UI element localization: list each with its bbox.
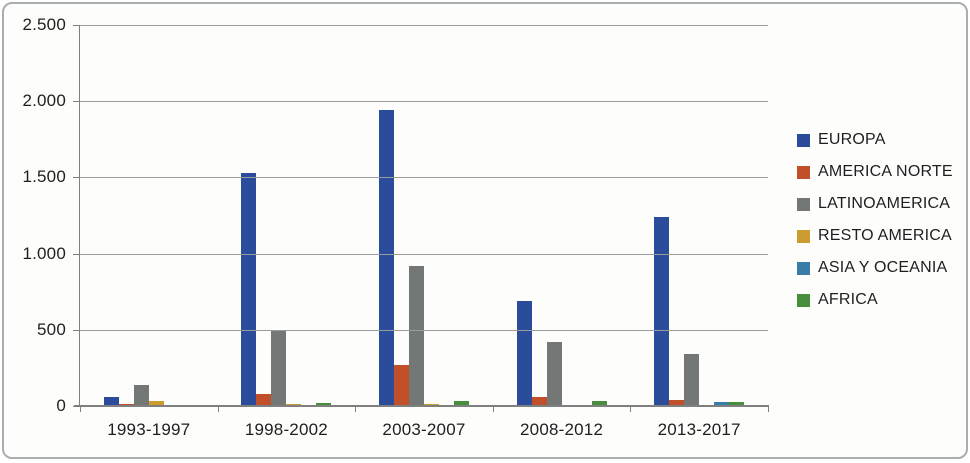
plot-area (73, 25, 769, 412)
gridline-2.000 (80, 101, 768, 103)
y-axis-tick-label: 1.500 (22, 167, 66, 187)
y-axis-tick-label: 2.000 (22, 91, 66, 111)
bar-africa (316, 403, 332, 406)
legend-swatch-icon (797, 165, 810, 179)
bar-america-norte (531, 397, 547, 406)
x-axis-label: 2003-2007 (382, 420, 466, 439)
bar-group-2003-2007 (355, 25, 493, 406)
legend-label: AFRICA (818, 291, 878, 308)
gridline-1.000 (80, 253, 768, 255)
bar-america-norte (393, 365, 409, 406)
bar-group-1998-2002 (218, 25, 356, 406)
bar-asia-y-oceania (714, 402, 730, 406)
bar-latinoamerica (271, 331, 287, 406)
legend-label: RESTO AMERICA (818, 227, 952, 244)
y-axis-tick (73, 253, 79, 255)
y-axis-tick (73, 177, 79, 179)
bar-africa (591, 401, 607, 406)
bar-latinoamerica (408, 266, 424, 406)
bar-america-norte (256, 394, 272, 406)
bar-group-2013-2017 (630, 25, 768, 406)
x-axis-label: 1998-2002 (244, 420, 328, 439)
x-axis-tick (492, 407, 494, 412)
legend-item-asia-y-oceania: ASIA Y OCEANIA (797, 259, 953, 277)
legend-swatch-icon (797, 197, 810, 211)
x-axis-label: 1993-1997 (107, 420, 191, 439)
legend-item-africa: AFRICA (797, 291, 953, 309)
legend-label: LATINOAMERICA (818, 195, 951, 212)
y-axis-tick (73, 101, 79, 103)
x-axis-label: 2008-2012 (520, 420, 604, 439)
legend-item-resto-america: RESTO AMERICA (797, 227, 953, 245)
x-axis-tick (768, 407, 769, 412)
bar-latinoamerica (133, 385, 149, 406)
bar-america-norte (669, 400, 685, 406)
bar-europa (378, 110, 394, 406)
y-axis-tick (73, 25, 79, 26)
x-axis-labels: 1993-1997 1998-2002 2003-2007 2008-2012 2013… (80, 420, 768, 440)
legend-item-europa: EUROPA (797, 131, 953, 149)
bar-groups (80, 25, 768, 406)
legend-item-america-norte: AMERICA NORTE (797, 163, 953, 181)
bar-europa (516, 301, 532, 406)
bar-europa (103, 397, 119, 406)
legend: EUROPA AMERICA NORTE LATINOAMERICA RESTO AM… (797, 131, 953, 309)
y-axis-tick (73, 329, 79, 331)
bar-europa (654, 217, 670, 406)
gridline-1.500 (80, 177, 768, 179)
legend-swatch-icon (797, 293, 810, 307)
gridline-2.500 (80, 25, 768, 26)
y-axis-tick-label: 1.000 (22, 243, 66, 263)
bar-group-2008-2012 (493, 25, 631, 406)
bar-africa (453, 401, 469, 406)
y-axis-tick-label: 500 (37, 319, 66, 339)
legend-swatch-icon (797, 229, 810, 243)
bar-latinoamerica (546, 342, 562, 406)
x-axis-line (74, 405, 769, 407)
y-axis-tick-label: 2.500 (22, 15, 66, 34)
legend-item-latinoamerica: LATINOAMERICA (797, 195, 953, 213)
bar-latinoamerica (684, 354, 700, 406)
gridline-500 (80, 329, 768, 331)
y-axis-tick (73, 406, 79, 407)
x-axis-tick (217, 407, 219, 412)
legend-swatch-icon (797, 133, 810, 147)
bar-europa (241, 173, 257, 406)
legend-label: ASIA Y OCEANIA (818, 259, 948, 276)
bar-africa (729, 402, 745, 406)
y-axis-tick-label: 0 (56, 396, 66, 415)
bar-group-1993-1997 (80, 25, 218, 406)
legend-label: EUROPA (818, 131, 886, 148)
legend-swatch-icon (797, 261, 810, 275)
x-axis-tick (630, 407, 632, 412)
x-axis-tick (80, 407, 81, 412)
x-axis-label: 2013-2017 (657, 420, 741, 439)
legend-label: AMERICA NORTE (818, 163, 953, 180)
y-axis-line (79, 25, 80, 406)
x-axis-tick (355, 407, 357, 412)
bar-resto-america (148, 401, 164, 406)
